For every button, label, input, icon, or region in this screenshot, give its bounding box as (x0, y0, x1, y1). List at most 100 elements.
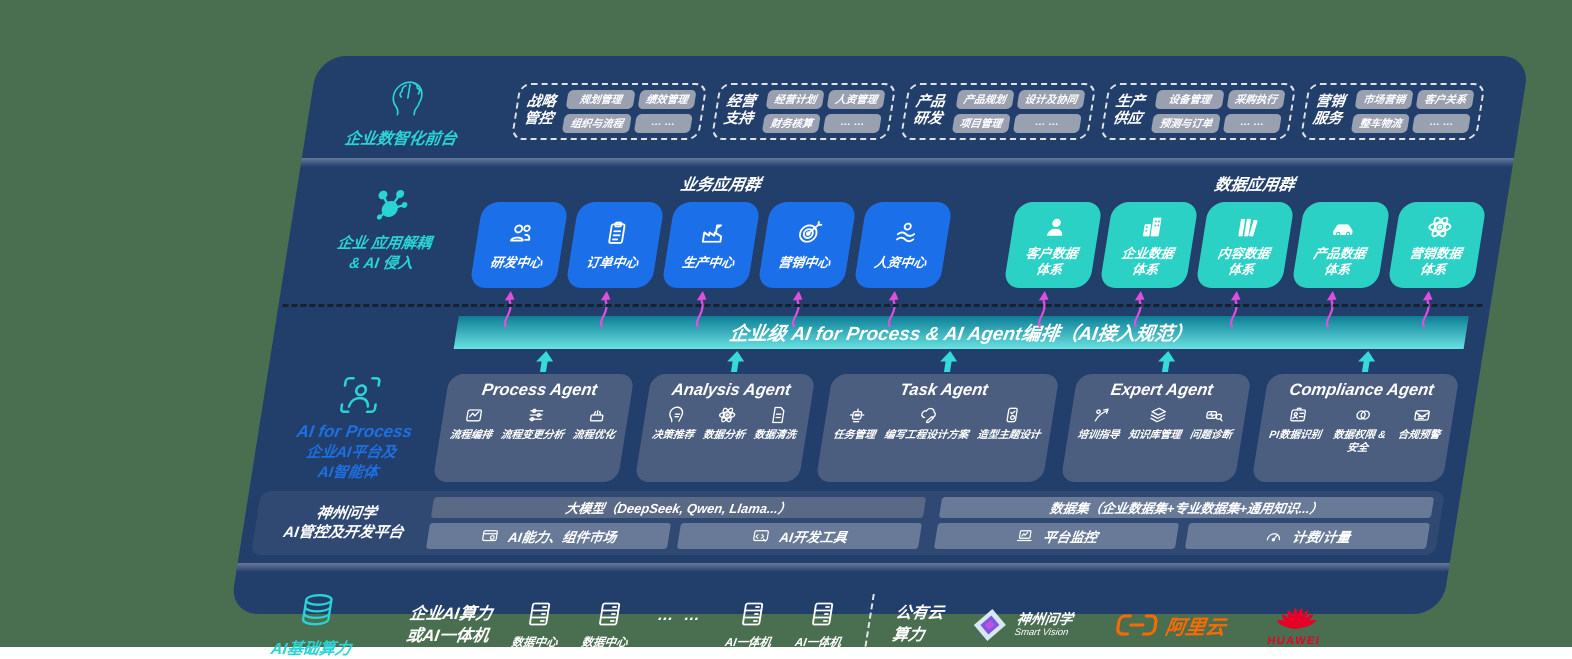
frontend-layer-label: 企业数智化前台 (343, 130, 459, 148)
frontend-layer: 企业数智化前台 战略管控 规划管理 绩效管理 组织与流程 … … 经营支持 经营… (314, 64, 1513, 158)
clipboard-icon (608, 221, 626, 244)
brain-head-icon (392, 80, 423, 116)
tile-content-data: 内容数据体系 (1195, 202, 1295, 328)
group-product-rd: 产品研发 产品规划 设计及协同 项目管理 … … (899, 82, 1097, 140)
server-datacenter-2: 数据中心 (580, 600, 634, 650)
agent-item: 问题诊断 (1189, 405, 1237, 442)
tile-marketing-center: 营销中心 (757, 202, 857, 328)
agent-item: 知识库管理 (1127, 405, 1185, 442)
chip: 预测与订单 (1151, 113, 1221, 133)
cell-platform-monitoring: 平台监控 (933, 523, 1180, 550)
pink-arrow (599, 291, 611, 328)
infra-label-block: AI基础算力 (240, 591, 389, 659)
cell-ai-dev-tools: AI开发工具 (676, 523, 923, 550)
group-strategy: 战略管控 规划管理 绩效管理 组织与流程 … … (510, 82, 708, 140)
agent-item: 数据分析 (702, 405, 750, 442)
agent-item: 流程优化 (572, 405, 620, 442)
laptop-chart-icon (1014, 527, 1035, 545)
server-icon (523, 600, 555, 628)
chip: 市场营销 (1354, 89, 1414, 109)
group-title: 战略管控 (522, 94, 557, 127)
layer-edge (236, 563, 1450, 573)
atom-icon (716, 405, 739, 425)
chip: 绩效管理 (637, 89, 697, 109)
model-bar: 大模型（DeepSeek, Qwen, Llama...） (430, 497, 927, 519)
group-operation: 经营支持 经营计划 人资管理 财务核算 … … (710, 82, 897, 140)
target-icon (799, 220, 823, 243)
enterprise-compute-label: 企业AI算力 或AI一体机 (404, 604, 494, 646)
chip: … … (633, 113, 693, 133)
group-marketing: 营销服务 市场营销 客户关系 整车物流 … … (1299, 82, 1487, 140)
agent-card-compliance: Compliance Agent PI数据识别 数据权限 & 安全 合规预警 (1251, 351, 1460, 483)
cloud-vendors: 神州问学 Smart Vision 阿里云 (968, 604, 1326, 647)
infra-label: AI基础算力 (269, 641, 353, 659)
pink-arrow (887, 291, 899, 328)
cell-billing-metering: 计费/计量 (1184, 523, 1431, 550)
application-layer: 企业 应用解耦 & AI 侵入 业务应用群 研发中心 (293, 171, 1496, 328)
tile-enterprise-data: 企业数据体系 (1099, 202, 1199, 328)
platform-model-column: 大模型（DeepSeek, Qwen, Llama...） AI能力、组件市场 … (425, 497, 927, 550)
dashed-divider (282, 304, 1483, 307)
id-card-icon (1287, 405, 1310, 425)
chip: 整车物流 (1351, 113, 1411, 133)
agent-title: Expert Agent (1109, 381, 1215, 399)
tile-rd-center: 研发中心 (469, 202, 569, 328)
server-ai-appliance-2: AI一体机 (794, 600, 848, 650)
group-title: 产品研发 (911, 94, 947, 127)
layer-edge (300, 158, 1514, 167)
smartvision-sub: Smart Vision (1013, 626, 1070, 638)
chip: 规划管理 (566, 89, 636, 109)
vendor-smartvision: 神州问学 Smart Vision (969, 607, 1075, 643)
smartvision-logo-icon (973, 609, 1006, 642)
server-icon (736, 600, 768, 628)
chip: 人资管理 (826, 89, 886, 109)
person-motion-icon (896, 222, 916, 243)
teal-up-arrow (727, 351, 745, 372)
car-icon (1332, 224, 1353, 237)
rings-lock-icon (1351, 405, 1374, 425)
group-title: 营销服务 (1311, 94, 1346, 127)
pink-arrow (1421, 291, 1433, 328)
vendor-aliyun: 阿里云 (1114, 611, 1229, 640)
group-supply: 生产供应 设备管理 采购执行 预测与订单 … … (1099, 82, 1297, 140)
agent-title: Task Agent (898, 381, 990, 399)
chip: 设备管理 (1155, 89, 1225, 109)
group-title: 经营支持 (722, 94, 757, 127)
agent-item: 合规预警 (1397, 405, 1445, 442)
architecture-panel: 企业数智化前台 战略管控 规划管理 绩效管理 组织与流程 … … 经营支持 经营… (229, 56, 1531, 658)
server-icon (593, 600, 625, 628)
agent-item: 造型主题设计 (976, 405, 1045, 442)
agent-item: 数据权限 & 安全 (1327, 405, 1394, 454)
robot-icon (846, 405, 869, 425)
agent-card-task: Task Agent 任务管理 编写工程设计方案 造型主题设计 (815, 351, 1061, 483)
chip: 经营计划 (765, 89, 825, 109)
frontend-layer-label-block: 企业数智化前台 (315, 74, 495, 149)
cloud-pen-icon (918, 405, 941, 425)
document-icon (767, 405, 790, 425)
chip: 采购执行 (1226, 89, 1286, 109)
tile-order-center: 订单中心 (565, 202, 665, 328)
chip: … … (1412, 113, 1472, 133)
smartvision-name: 神州问学 (1015, 611, 1075, 628)
business-app-group: 业务应用群 研发中心 订单中心 (469, 171, 958, 328)
platform-dataset-column: 数据集（企业数据集+专业数据集+通用知识...） 平台监控 计费/计量 (933, 497, 1435, 550)
books-icon (1238, 218, 1258, 237)
teal-up-arrow (535, 351, 553, 372)
tile-production-center: 生产中心 (661, 202, 761, 328)
platform-label: 神州问学 AI管控及开发平台 (282, 504, 405, 542)
agent-item: 流程变更分析 (500, 405, 569, 442)
chip: 财务核算 (762, 113, 822, 133)
agent-card-expert: Expert Agent 培训指导 知识库管理 问题诊断 (1060, 351, 1252, 483)
pink-arrow (1325, 291, 1337, 328)
chip: … … (1012, 113, 1082, 133)
pink-arrow (1133, 291, 1145, 328)
pink-arrow (1229, 291, 1241, 328)
public-cloud-label: 公有云 算力 (890, 604, 946, 645)
chip: … … (823, 113, 883, 133)
agent-layer: AI for Process 企业AI平台及 AI智能体 Process Age… (263, 351, 1464, 483)
chip: 设计及协同 (1016, 89, 1086, 109)
chip: 项目管理 (951, 113, 1011, 133)
chip: 产品规划 (955, 89, 1015, 109)
huawei-logo-icon (1277, 607, 1317, 629)
layers-icon (1146, 405, 1169, 425)
